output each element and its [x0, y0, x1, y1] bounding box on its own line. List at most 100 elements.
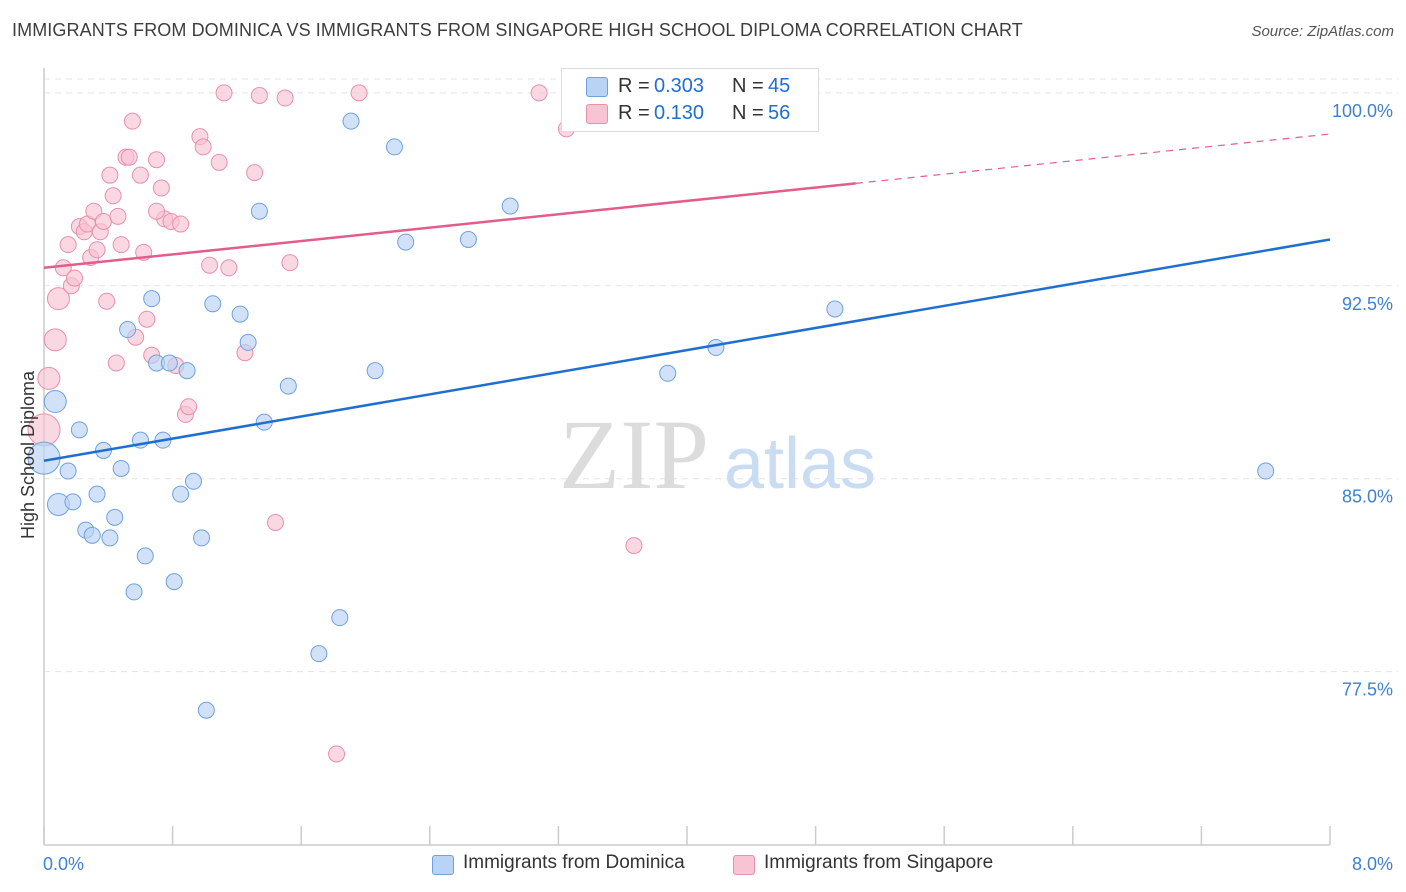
dominica-point [83, 526, 101, 544]
watermark-zip: ZIP [559, 399, 709, 510]
n-value: 56 [768, 102, 791, 124]
chart-title: IMMIGRANTS FROM DOMINICA VS IMMIGRANTS F… [12, 20, 1023, 40]
dominica-point [160, 354, 178, 372]
dominica-point [197, 701, 215, 719]
dominica-point [136, 547, 154, 565]
singapore-point [281, 254, 299, 272]
singapore-point [350, 84, 368, 102]
y-tick-label: 100.0% [1332, 101, 1393, 121]
trend-layer [43, 133, 1331, 462]
singapore-point [148, 202, 166, 220]
singapore-swatch [586, 104, 608, 124]
dominica-point [112, 459, 130, 477]
labels-layer: 77.5% 85.0% 92.5% 100.0% 0.0% 8.0% High School… [18, 101, 1393, 874]
axis-layer [43, 68, 1331, 846]
singapore-point [201, 256, 219, 274]
r-value: 0.303 [654, 75, 705, 97]
dominica-point [106, 508, 124, 526]
singapore-point [46, 287, 70, 311]
dominica-point [204, 295, 222, 313]
dominica-point [70, 421, 88, 439]
dominica-point [125, 583, 143, 601]
dominica-point [826, 300, 844, 318]
singapore-point [123, 112, 141, 130]
y-tick-label: 85.0% [1342, 487, 1393, 507]
singapore-point [43, 328, 67, 352]
dominica-point [385, 138, 403, 156]
singapore-point [250, 86, 268, 104]
dominica-point [659, 364, 677, 382]
dominica-point [143, 290, 161, 308]
singapore-point [530, 84, 548, 102]
n-label: N = [732, 75, 764, 97]
singapore-legend-swatch [733, 855, 755, 875]
dominica-point [331, 609, 349, 627]
dominica-point [707, 339, 725, 357]
x-tick-label: 8.0% [1352, 854, 1393, 874]
n-value: 45 [768, 75, 791, 97]
dominica-point [1257, 462, 1275, 480]
dominica-point [64, 493, 82, 511]
singapore-point [220, 259, 238, 277]
singapore-point [246, 164, 264, 182]
singapore-point [266, 513, 284, 531]
dominica-point [459, 230, 477, 248]
n-label: N = [732, 102, 764, 124]
singapore-point [109, 207, 127, 225]
singapore-point [152, 179, 170, 197]
singapore-point [101, 166, 119, 184]
dominica-point [43, 390, 67, 414]
singapore-trend-line [43, 182, 856, 270]
y-axis-label: High School Diploma [18, 370, 38, 539]
singapore-point [112, 236, 130, 254]
dominica-point [165, 573, 183, 591]
dominica-point [397, 233, 415, 251]
dominica-trend-line [43, 238, 1331, 462]
dominica-point [101, 529, 119, 547]
series-singapore-points [27, 84, 643, 763]
dominica-point [59, 462, 77, 480]
singapore-point [276, 89, 294, 107]
watermark: ZIP atlas [559, 399, 876, 510]
singapore-point [215, 84, 233, 102]
y-tick-label: 92.5% [1342, 294, 1393, 314]
stats-legend: R = 0.303 N = 45 R = 0.130 N = 56 [561, 68, 819, 132]
singapore-point [104, 187, 122, 205]
dominica-point [501, 197, 519, 215]
y-tick-label: 77.5% [1342, 680, 1393, 700]
dominica-point [366, 362, 384, 380]
dominica-point [193, 529, 211, 547]
singapore-point [131, 166, 149, 184]
singapore-point [107, 354, 125, 372]
dominica-legend-swatch [432, 855, 454, 875]
dominica-point [231, 305, 249, 323]
singapore-point [98, 292, 116, 310]
singapore-point [37, 366, 61, 390]
singapore-point [138, 310, 156, 328]
singapore-point [172, 215, 190, 233]
r-label: R = [618, 102, 650, 124]
dominica-point [342, 112, 360, 130]
singapore-point [59, 236, 77, 254]
singapore-point [120, 148, 138, 166]
singapore-point [210, 153, 228, 171]
singapore-point [328, 745, 346, 763]
singapore-point [625, 537, 643, 555]
legend-label-dominica: Immigrants from Dominica [463, 852, 685, 873]
dominica-point [310, 645, 328, 663]
dominica-point [178, 362, 196, 380]
dominica-point [119, 321, 137, 339]
dominica-point [279, 377, 297, 395]
dominica-point [250, 202, 268, 220]
singapore-point [66, 269, 84, 287]
watermark-atlas: atlas [724, 424, 876, 504]
dominica-point [172, 485, 190, 503]
grid-layer [44, 78, 1398, 673]
dominica-point [184, 472, 202, 490]
stats-row-singapore: R = 0.130 N = 56 [562, 102, 818, 128]
r-label: R = [618, 75, 650, 97]
dominica-swatch [586, 77, 608, 97]
singapore-point [148, 151, 166, 169]
singapore-point [194, 138, 212, 156]
